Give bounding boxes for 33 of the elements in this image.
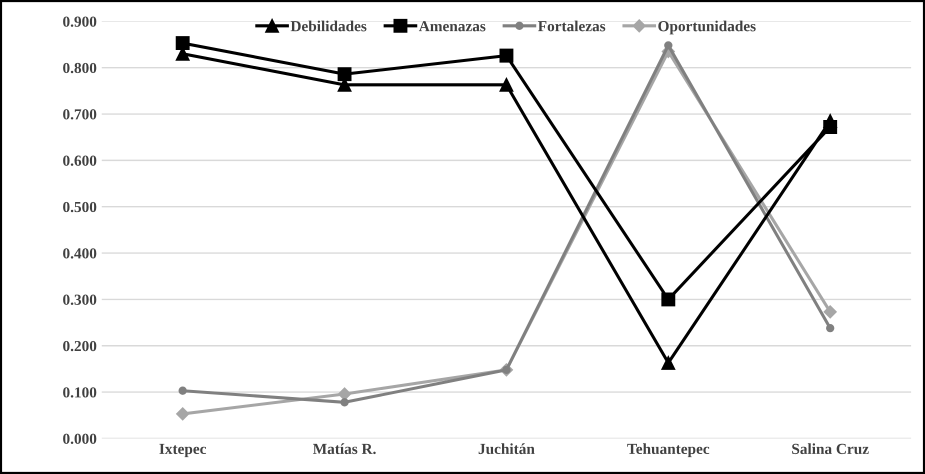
point — [176, 36, 190, 50]
point — [664, 41, 672, 50]
point — [178, 386, 187, 395]
point — [338, 67, 352, 82]
x-tick-label: Salina Cruz — [792, 443, 869, 454]
x-tick-label: Juchitán — [478, 443, 535, 454]
y-tick-label: 0.100 — [63, 387, 96, 398]
point — [661, 356, 676, 370]
y-tick-label: 0.300 — [63, 294, 96, 305]
y-tick-label: 0.000 — [63, 434, 96, 444]
point — [340, 398, 349, 406]
point — [823, 114, 838, 128]
point — [499, 78, 514, 92]
point — [176, 407, 190, 420]
x-tick-label: Ixtepec — [159, 444, 206, 458]
point — [824, 305, 837, 319]
y-tick-label: 0.200 — [63, 340, 96, 352]
y-tick-label: 0.700 — [63, 109, 96, 120]
x-tick-label: Matías R. — [313, 443, 376, 454]
legend-label: Fortalezas — [538, 20, 606, 32]
legend-label: Amenazas — [418, 21, 486, 32]
point — [338, 387, 352, 401]
y-tick-label: 0.900 — [63, 16, 96, 27]
legend-label: Debilidades — [290, 20, 366, 32]
y-tick-label: 0.600 — [63, 156, 96, 166]
y-tick-label: 0.400 — [63, 248, 96, 259]
y-tick-label: 0.500 — [63, 202, 96, 212]
x-tick-label: Tehuantepec — [627, 443, 710, 458]
point — [661, 292, 676, 306]
point — [826, 324, 834, 332]
point — [499, 48, 514, 63]
legend-label: Oportunidades — [658, 20, 756, 34]
y-tick-label: 0.800 — [63, 62, 96, 74]
